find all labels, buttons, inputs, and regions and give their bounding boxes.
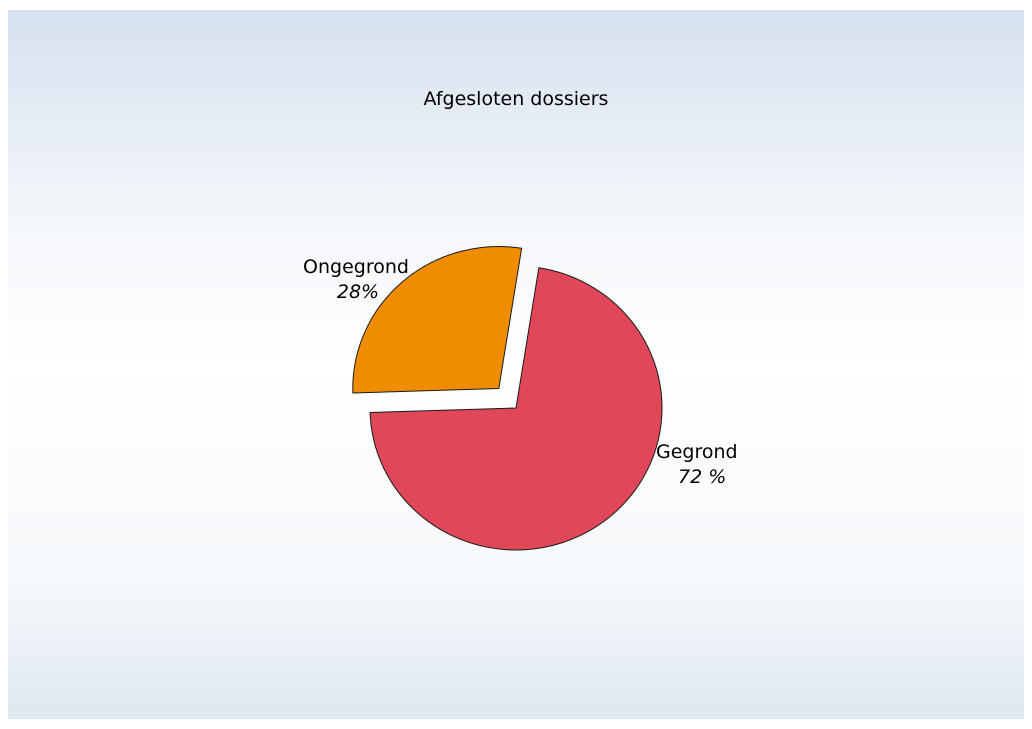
pie-slice-ongegrond	[352, 246, 523, 394]
pie-slice-gegrond	[369, 267, 663, 551]
slice-label-gegrond: Gegrond	[656, 441, 738, 463]
chart-title: Afgesloten dossiers	[423, 88, 609, 110]
slice-value-gegrond: 72 %	[678, 466, 726, 488]
chart-frame: Afgesloten dossiers Gegrond 72 % Ongegrond…	[8, 10, 1024, 719]
pie-chart: Gegrond 72 % Ongegrond 28%	[303, 246, 738, 551]
slice-label-ongegrond: Ongegrond	[303, 256, 409, 278]
slice-value-ongegrond: 28%	[337, 281, 379, 303]
